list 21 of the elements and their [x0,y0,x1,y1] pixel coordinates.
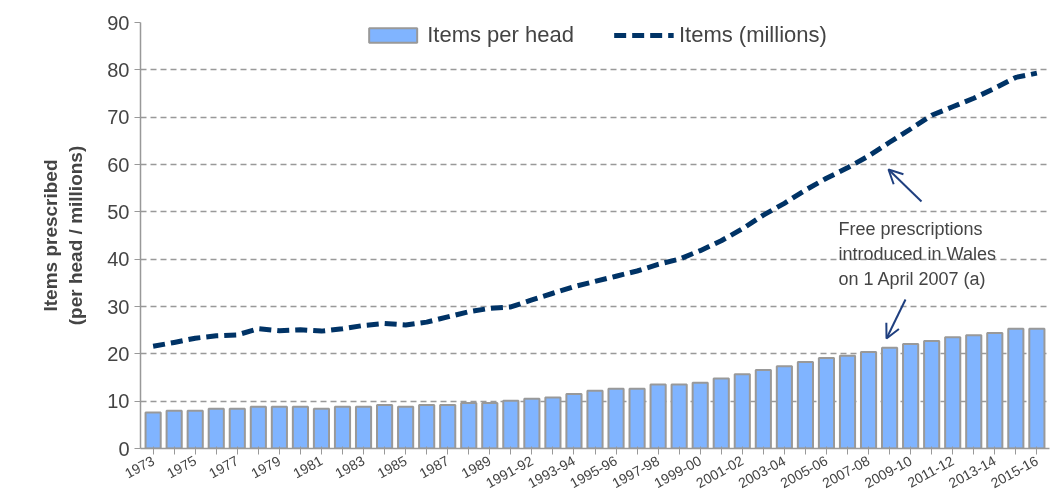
y-axis-title: Items prescribed (per head / millions) [40,145,87,326]
x-tick-label: 1975 [164,452,200,482]
y-tick-label: 60 [107,153,130,176]
y-tick-label: 0 [118,437,130,460]
legend-label: Items per head [427,22,574,48]
x-tick-label: 1977 [206,452,242,482]
y-tick-label: 20 [107,342,130,365]
x-tick-label: 1987 [416,452,452,482]
y-tick-label: 80 [107,58,130,81]
x-tick-label: 1985 [374,452,410,482]
legend-label: Items (millions) [678,22,827,48]
x-tick-label: 1979 [248,452,284,482]
y-tick-label: 30 [107,295,130,318]
x-tick-label: 1981 [290,452,326,482]
y-tick-label: 10 [107,390,130,413]
y-tick-label: 40 [107,248,130,271]
annotation: Free prescriptions introduced in Wales on 1 April 2007 (a) [838,218,996,289]
y-tick-label: 50 [107,200,130,223]
y-tick-label: 70 [107,106,130,129]
x-tick-label: 1983 [332,452,368,482]
y-tick-label: 90 [107,11,130,34]
